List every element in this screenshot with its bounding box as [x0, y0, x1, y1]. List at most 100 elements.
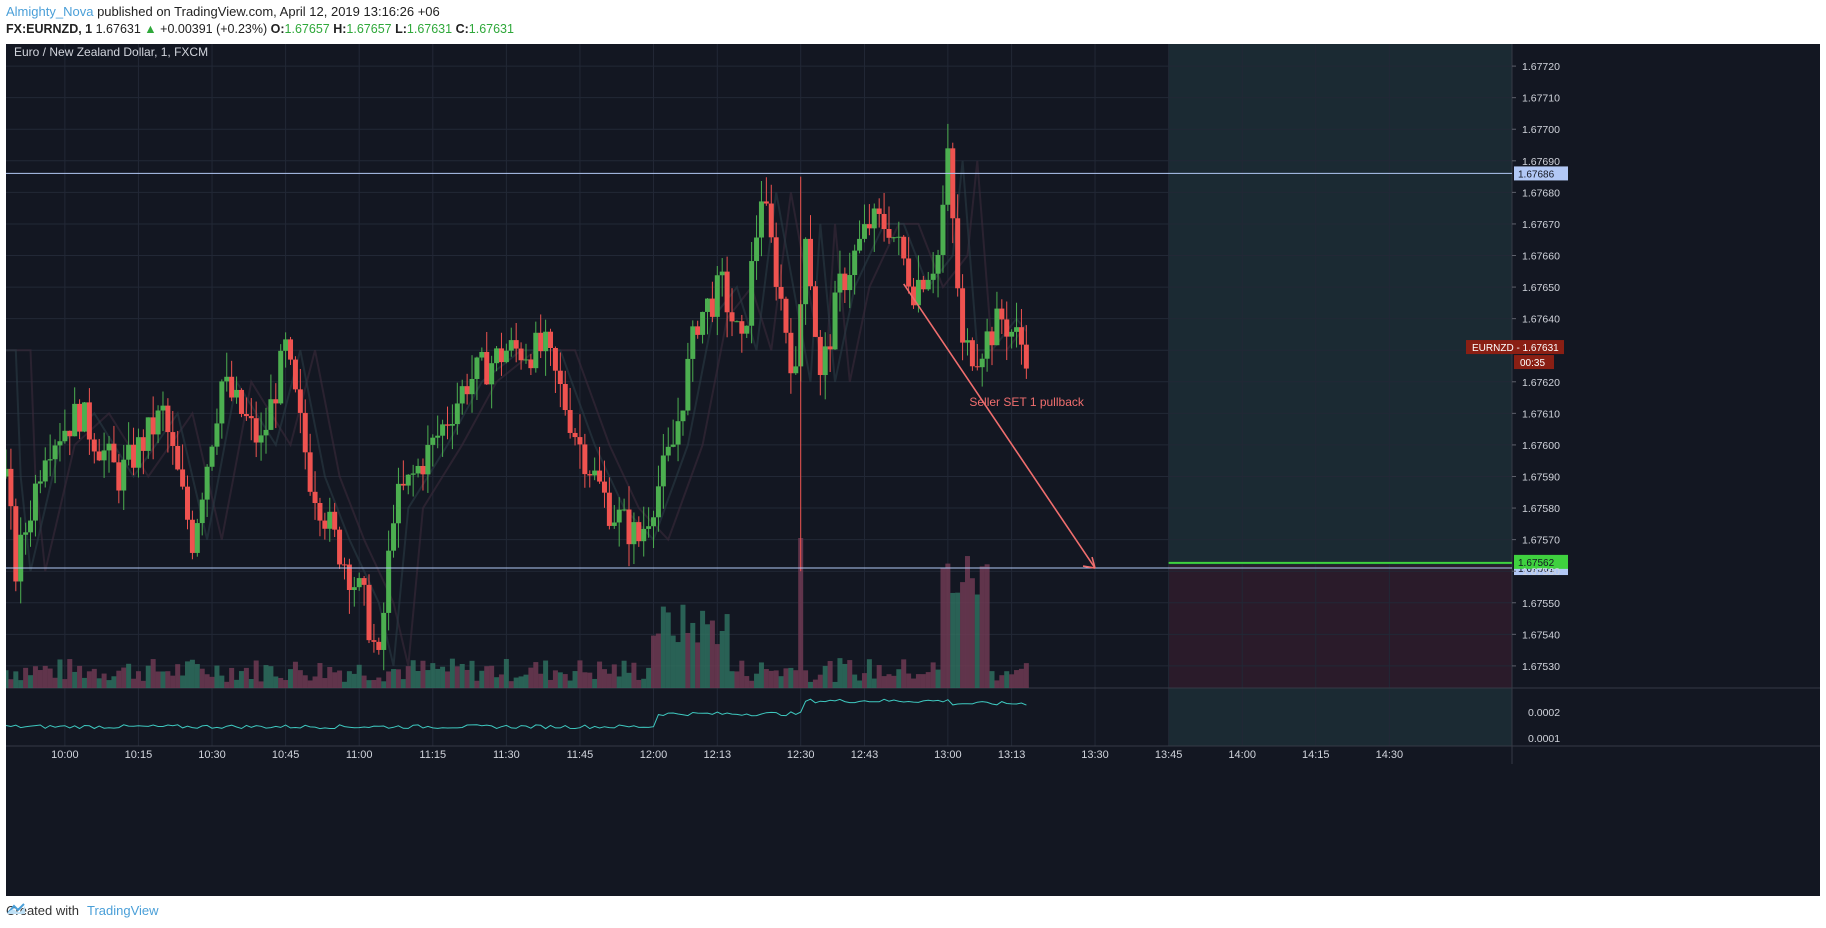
y-tick-label: 1.67710 [1522, 93, 1560, 105]
candle-up [263, 429, 269, 436]
volume-bar [729, 671, 735, 688]
volume-bar [351, 673, 357, 688]
volume-bar [140, 680, 146, 688]
volume-bar [8, 679, 14, 688]
candle-up [234, 389, 240, 398]
volume-bar [322, 678, 328, 688]
x-tick-label: 12:13 [704, 749, 732, 761]
y-tick-label: 1.67540 [1522, 629, 1560, 641]
volume-bar [832, 681, 838, 688]
candle-up [670, 444, 676, 447]
volume-bar [400, 679, 406, 688]
annotation-arrow[interactable] [903, 283, 1096, 569]
candle-down [1004, 319, 1010, 337]
volume-bar [793, 670, 799, 688]
candle-down [906, 258, 912, 287]
volume-bar [317, 663, 323, 688]
candle-down [341, 564, 347, 566]
candle-down [185, 486, 191, 520]
candle-down [881, 213, 887, 230]
tradingview-link[interactable]: TradingView [86, 903, 159, 918]
candle-up [474, 357, 480, 379]
candle-down [140, 437, 146, 451]
volume-bar [263, 665, 269, 688]
x-tick-label: 14:30 [1376, 749, 1404, 761]
volume-bar [523, 674, 529, 688]
created-with-text: Created with [6, 903, 79, 918]
candle-up [646, 526, 652, 529]
volume-bar [28, 675, 34, 688]
candle-up [660, 455, 666, 487]
candle-down [86, 402, 92, 440]
candle-up [268, 399, 274, 430]
candle-down [768, 203, 774, 238]
ohlc-bar: FX:EURNZD, 1 1.67631 ▲ +0.00391 (+0.23%)… [6, 22, 514, 36]
candle-up [135, 437, 141, 468]
price-change: +0.00391 (+0.23%) [160, 22, 268, 36]
volume-bar [454, 666, 460, 688]
indicator-line [6, 698, 1027, 730]
volume-bar [91, 668, 97, 688]
volume-bar [783, 668, 789, 688]
candle-up [395, 483, 401, 524]
chart-area[interactable]: 1.67686 1.67561 1.67562 Seller SET 1 pullba… [6, 44, 1820, 896]
open-label: O: [270, 22, 285, 36]
volume-bar [253, 660, 259, 688]
volume-bar [386, 671, 392, 688]
candle-up [37, 481, 43, 484]
x-tick-label: 13:45 [1155, 749, 1183, 761]
candle-up [415, 465, 421, 474]
volume-bar [631, 662, 637, 688]
volume-bar [543, 660, 549, 688]
volume-bar [449, 658, 455, 688]
volume-bar [170, 675, 176, 688]
volume-bar [582, 672, 588, 688]
close-label: C: [455, 22, 469, 36]
volume-bar [866, 659, 872, 688]
candle-down [96, 451, 102, 461]
volume-bar [955, 592, 961, 688]
candle-down [866, 224, 872, 229]
x-tick-label: 11:45 [567, 749, 594, 761]
volume-bar [214, 665, 220, 688]
x-tick-label: 13:13 [998, 749, 1026, 761]
candle-up [503, 350, 509, 363]
candle-down [238, 389, 244, 414]
volume-bar [974, 594, 980, 688]
candle-up [121, 459, 127, 491]
author-link[interactable]: Almighty_Nova [6, 4, 94, 19]
candle-down [131, 444, 137, 468]
volume-bar [346, 671, 352, 688]
x-tick-label: 12:43 [851, 749, 879, 761]
volume-bar [484, 666, 490, 688]
x-tick-label: 12:00 [640, 749, 668, 761]
volume-bar [52, 677, 58, 688]
volume-bar [391, 669, 397, 688]
volume-bar [920, 674, 926, 688]
candle-up [852, 250, 858, 276]
volume-bar [77, 665, 83, 688]
candle-down [886, 229, 892, 238]
candle-up [155, 410, 161, 435]
candle-up [533, 332, 539, 369]
volume-bar [101, 673, 107, 688]
candle-up [945, 148, 951, 205]
volume-bar [808, 681, 814, 688]
candle-up [57, 441, 63, 446]
candle-up [857, 238, 863, 251]
x-tick-label: 11:30 [493, 749, 520, 761]
candle-down [601, 481, 607, 493]
candle-down [572, 432, 578, 438]
volume-bar [155, 671, 161, 688]
volume-bar [194, 664, 200, 688]
candle-up [651, 517, 657, 527]
volume-bar [440, 666, 446, 688]
volume-bar [803, 670, 809, 688]
volume-bar [837, 658, 843, 688]
volume-bar [616, 676, 622, 688]
volume-bar [106, 680, 112, 688]
volume-bar [572, 671, 578, 688]
volume-bar [979, 566, 985, 688]
volume-bar [150, 659, 156, 688]
